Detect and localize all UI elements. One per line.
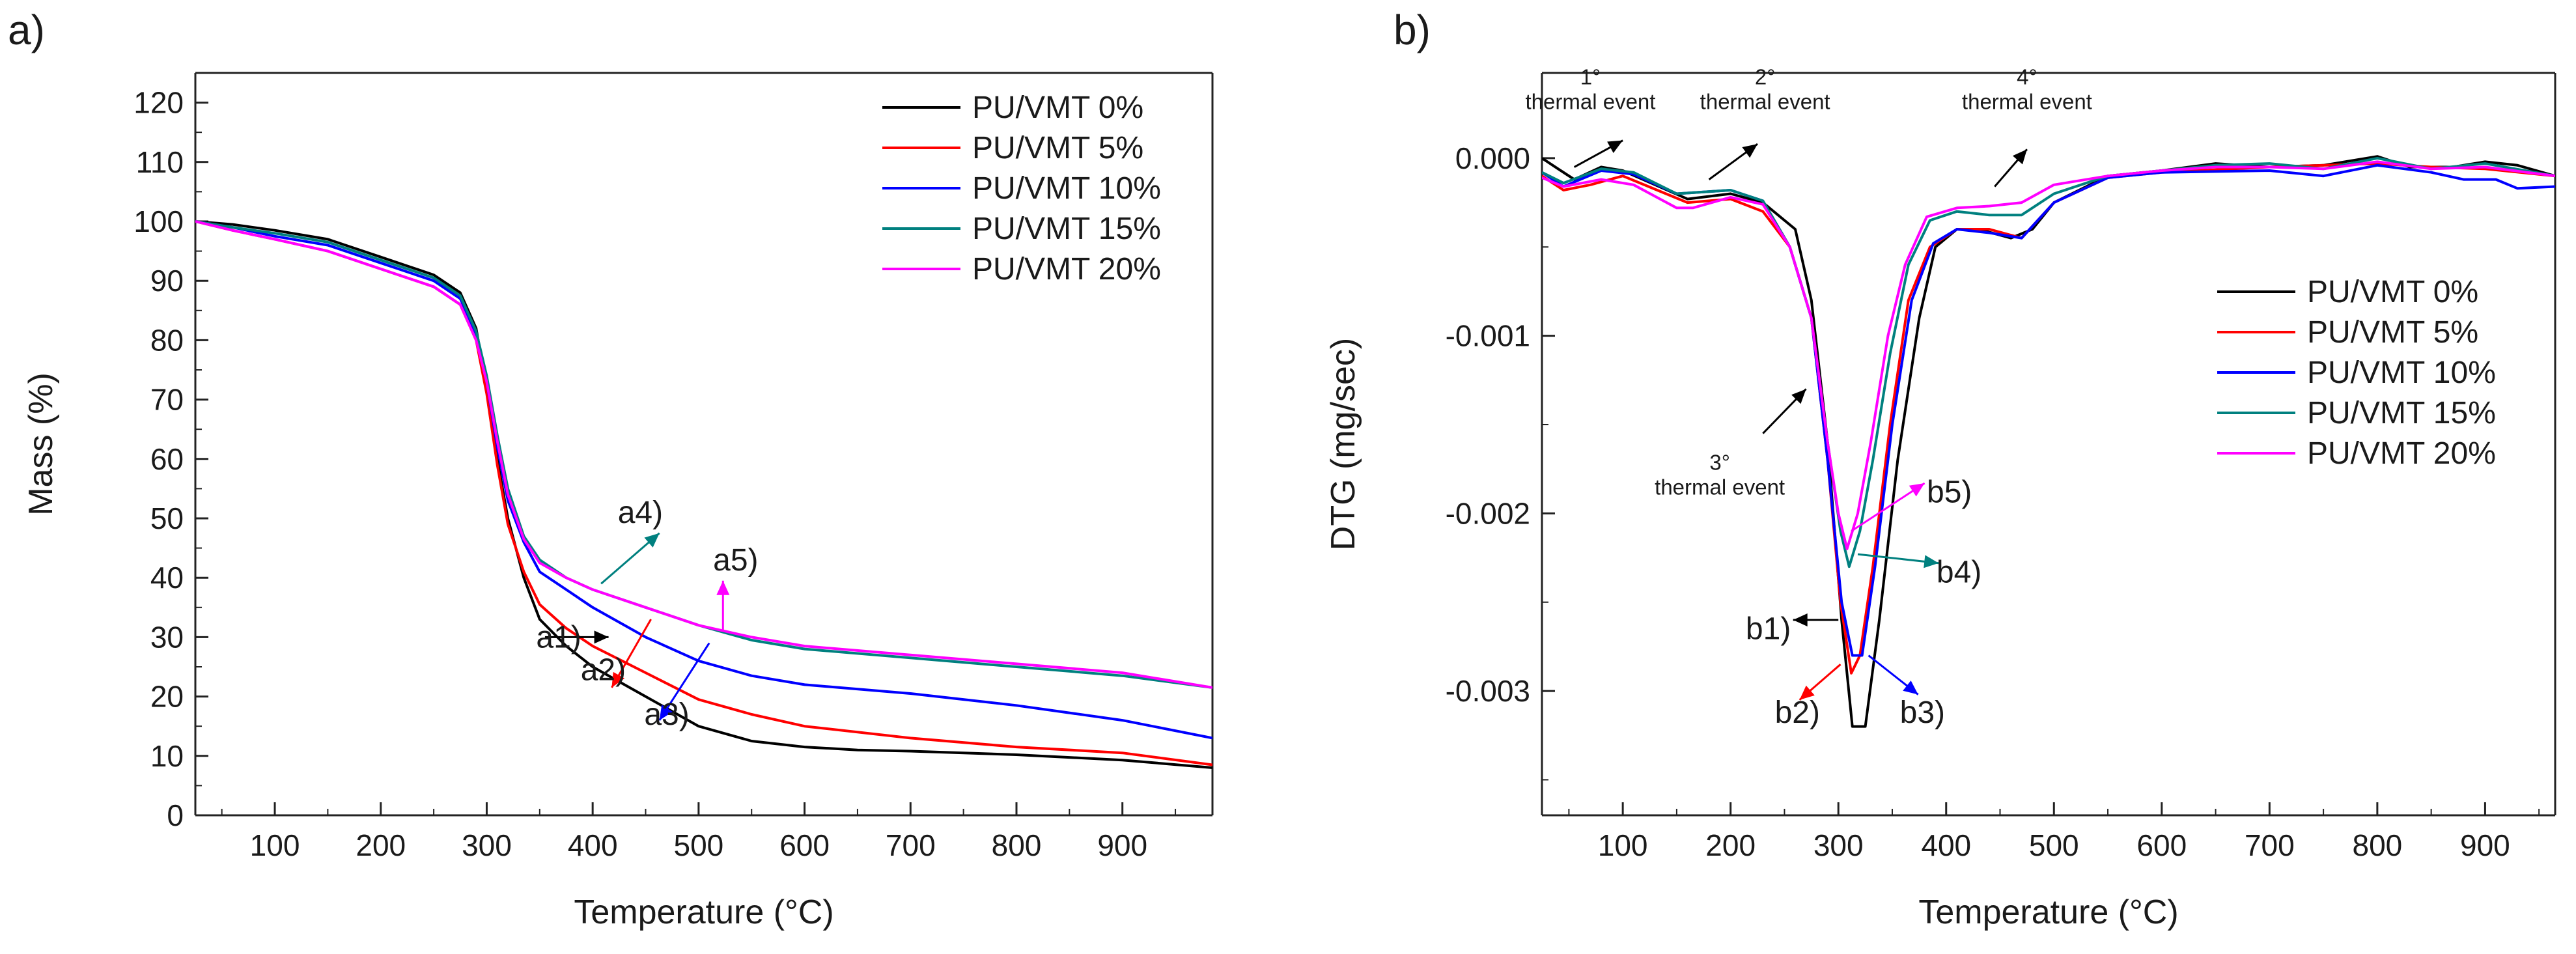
legend-label: PU/VMT 5% [972, 131, 1143, 165]
legend-label: PU/VMT 20% [2307, 436, 2496, 471]
y-tick-label: -0.001 [1446, 319, 1530, 353]
event-number: 3° [1709, 450, 1730, 474]
x-tick-label: 700 [2245, 828, 2295, 862]
legend-label: PU/VMT 15% [2307, 396, 2496, 430]
legend-label: PU/VMT 0% [972, 91, 1143, 125]
panel-label: a) [8, 7, 45, 53]
y-tick-label: 20 [150, 680, 184, 714]
annotation-arrow-head [1793, 613, 1808, 626]
y-tick-label: 30 [150, 620, 184, 654]
event-number: 2° [1755, 65, 1776, 89]
legend-label: PU/VMT 10% [2307, 356, 2496, 390]
legend-label: PU/VMT 15% [972, 212, 1161, 246]
y-tick-label: 0 [167, 798, 184, 832]
x-tick-label: 500 [673, 828, 723, 862]
y-tick-label: 0.000 [1455, 141, 1530, 175]
panel-a-mass-chart: a) 0 10 20 30 40 50 60 70 80 90 100 110 120 100 200 300 4… [8, 7, 1214, 931]
annotation-label: a4) [618, 496, 663, 530]
y-tick-label: 60 [150, 442, 184, 476]
annotation-arrow-head [1903, 680, 1918, 695]
annotation-label: b3) [1900, 695, 1945, 730]
y-tick-label: -0.003 [1446, 674, 1530, 708]
event-arrow-head [1742, 144, 1758, 158]
event-arrow-head [1791, 389, 1806, 404]
annotation-arrow-head [594, 630, 609, 644]
x-tick-label: 800 [2352, 828, 2402, 862]
event-text: thermal event [1655, 475, 1785, 499]
annotation-arrow-head [716, 580, 730, 595]
annotation-label: a5) [713, 543, 758, 578]
series-line-pu-vmt-15- [1542, 156, 2555, 568]
x-tick-label: 200 [356, 828, 406, 862]
annotation-label: b2) [1775, 695, 1820, 730]
series-line-pu-vmt-20- [1542, 160, 2555, 550]
x-tick-label: 100 [250, 828, 300, 862]
x-axis-title: Temperature (°C) [1918, 893, 2178, 931]
event-number: 4° [2017, 65, 2037, 89]
y-axis-title: Mass (%) [22, 372, 60, 516]
annotation-arrow-shaft [1851, 482, 1925, 532]
y-tick-label: 70 [150, 383, 184, 417]
event-arrow-head [2012, 149, 2027, 165]
series-line-pu-vmt-10- [195, 220, 1212, 740]
event-text: thermal event [1962, 90, 2092, 114]
annotation-arrow-head [659, 705, 673, 721]
annotation-label: a3) [644, 697, 689, 732]
series-line-pu-vmt-15- [195, 220, 1212, 689]
annotation-arrow-head [1924, 555, 1939, 568]
annotation-arrow-head [644, 533, 660, 548]
x-tick-label: 700 [886, 828, 936, 862]
x-tick-label: 100 [1598, 828, 1648, 862]
annotation-label: b1) [1746, 612, 1791, 647]
annotation-label: b5) [1927, 475, 1972, 510]
x-tick-label: 800 [992, 828, 1042, 862]
panel-b-dtg-chart: b) 0.000 -0.001 -0.002 -0.003 100 200 300 400 500… [1324, 7, 2556, 931]
y-tick-label: 80 [150, 323, 184, 357]
annotation-arrow-head [1909, 483, 1925, 497]
x-tick-label: 500 [2029, 828, 2079, 862]
annotation-arrow-head [611, 671, 625, 688]
annotation-arrow-shaft [658, 642, 710, 721]
legend-label: PU/VMT 0% [2307, 275, 2478, 309]
annotation-label: a2) [581, 653, 626, 688]
legend-label: PU/VMT 10% [972, 171, 1161, 206]
x-tick-label: 600 [2136, 828, 2187, 862]
legend-label: PU/VMT 5% [2307, 315, 2478, 350]
y-tick-label: -0.002 [1446, 496, 1530, 530]
event-text: thermal event [1700, 90, 1830, 114]
series-line-pu-vmt-20- [195, 220, 1212, 689]
x-tick-label: 900 [1097, 828, 1147, 862]
x-tick-label: 300 [462, 828, 512, 862]
annotation-arrow-head [1799, 685, 1815, 700]
x-tick-label: 300 [1813, 828, 1864, 862]
event-arrow-head [1607, 140, 1623, 153]
annotation-label: b4) [1937, 555, 1981, 589]
annotation-label: a1) [536, 620, 581, 654]
x-tick-label: 400 [568, 828, 618, 862]
series-line-pu-vmt-5- [195, 220, 1212, 766]
x-tick-label: 900 [2460, 828, 2510, 862]
x-axis-title: Temperature (°C) [574, 893, 833, 931]
panel-label: b) [1393, 7, 1431, 53]
series-line-pu-vmt-0- [195, 220, 1212, 769]
event-number: 1° [1580, 65, 1601, 89]
y-tick-label: 10 [150, 739, 184, 773]
y-tick-label: 110 [136, 145, 184, 179]
legend-label: PU/VMT 20% [972, 252, 1161, 287]
y-tick-label: 120 [133, 86, 184, 120]
y-tick-label: 100 [133, 204, 184, 238]
y-tick-label: 40 [150, 561, 184, 595]
x-tick-label: 400 [1921, 828, 1971, 862]
x-tick-label: 600 [779, 828, 830, 862]
y-axis-title: DTG (mg/sec) [1324, 338, 1362, 550]
event-text: thermal event [1526, 90, 1656, 114]
x-tick-label: 200 [1705, 828, 1756, 862]
y-tick-label: 50 [150, 501, 184, 535]
y-tick-label: 90 [150, 264, 184, 298]
